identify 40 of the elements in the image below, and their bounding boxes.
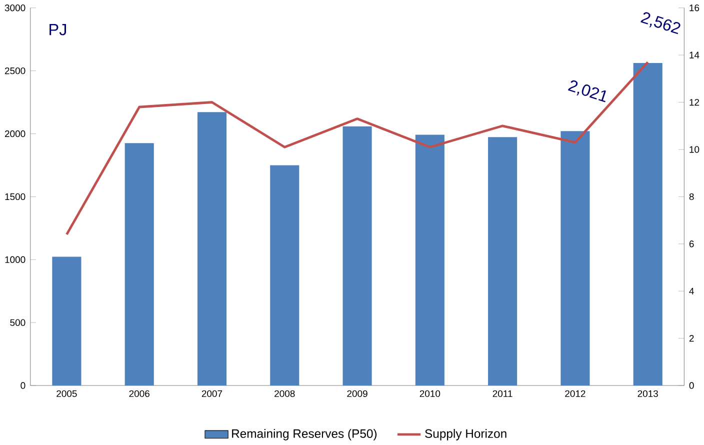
legend-label: Supply Horizon xyxy=(425,428,506,440)
y2-tick-label: 12 xyxy=(690,98,700,106)
x-tick-label: 2006 xyxy=(129,390,150,397)
y2-tick-label: 4 xyxy=(689,288,694,294)
x-tick-label: 2005 xyxy=(56,390,77,397)
y-tick-label: 0 xyxy=(20,382,26,389)
y2-tick-label: 8 xyxy=(689,193,694,200)
y-tick-label: 2500 xyxy=(4,67,26,74)
x-tick-label: 2007 xyxy=(202,390,222,397)
bar xyxy=(124,142,154,386)
y2-tick-label: 14 xyxy=(690,52,700,58)
bar xyxy=(560,130,590,386)
x-tick-label: 2010 xyxy=(420,390,440,397)
bar xyxy=(270,165,300,386)
y2-tick-label: 10 xyxy=(690,146,700,153)
line-series xyxy=(65,60,650,236)
y-tick-label: 3000 xyxy=(4,4,26,12)
bar xyxy=(52,256,82,386)
y2-tick-label: 16 xyxy=(690,4,700,12)
y2-tick-label: 0 xyxy=(689,382,694,389)
bar xyxy=(488,137,518,386)
x-tick-label: 2009 xyxy=(347,390,368,397)
x-tick-label: 2008 xyxy=(274,390,295,397)
legend-label: Remaining Reserves (P50) xyxy=(232,428,377,440)
bar xyxy=(342,126,372,386)
x-tick-label: 2013 xyxy=(638,390,658,397)
y-tick-label: 1000 xyxy=(5,256,26,263)
y2-tick-label: 2 xyxy=(689,334,694,342)
bar xyxy=(197,112,227,386)
y-tick-label: 1500 xyxy=(5,193,26,200)
x-tick-label: 2012 xyxy=(565,390,586,397)
data-label: 2,562 xyxy=(640,12,680,34)
annotation: PJ xyxy=(50,24,66,36)
bar xyxy=(415,134,444,386)
y-tick-label: 2000 xyxy=(4,130,26,137)
data-label: 2,021 xyxy=(568,80,606,102)
y2-tick-label: 6 xyxy=(689,240,694,248)
x-tick-label: 2011 xyxy=(492,390,512,397)
bar xyxy=(633,62,662,386)
y-tick-label: 500 xyxy=(10,319,26,326)
